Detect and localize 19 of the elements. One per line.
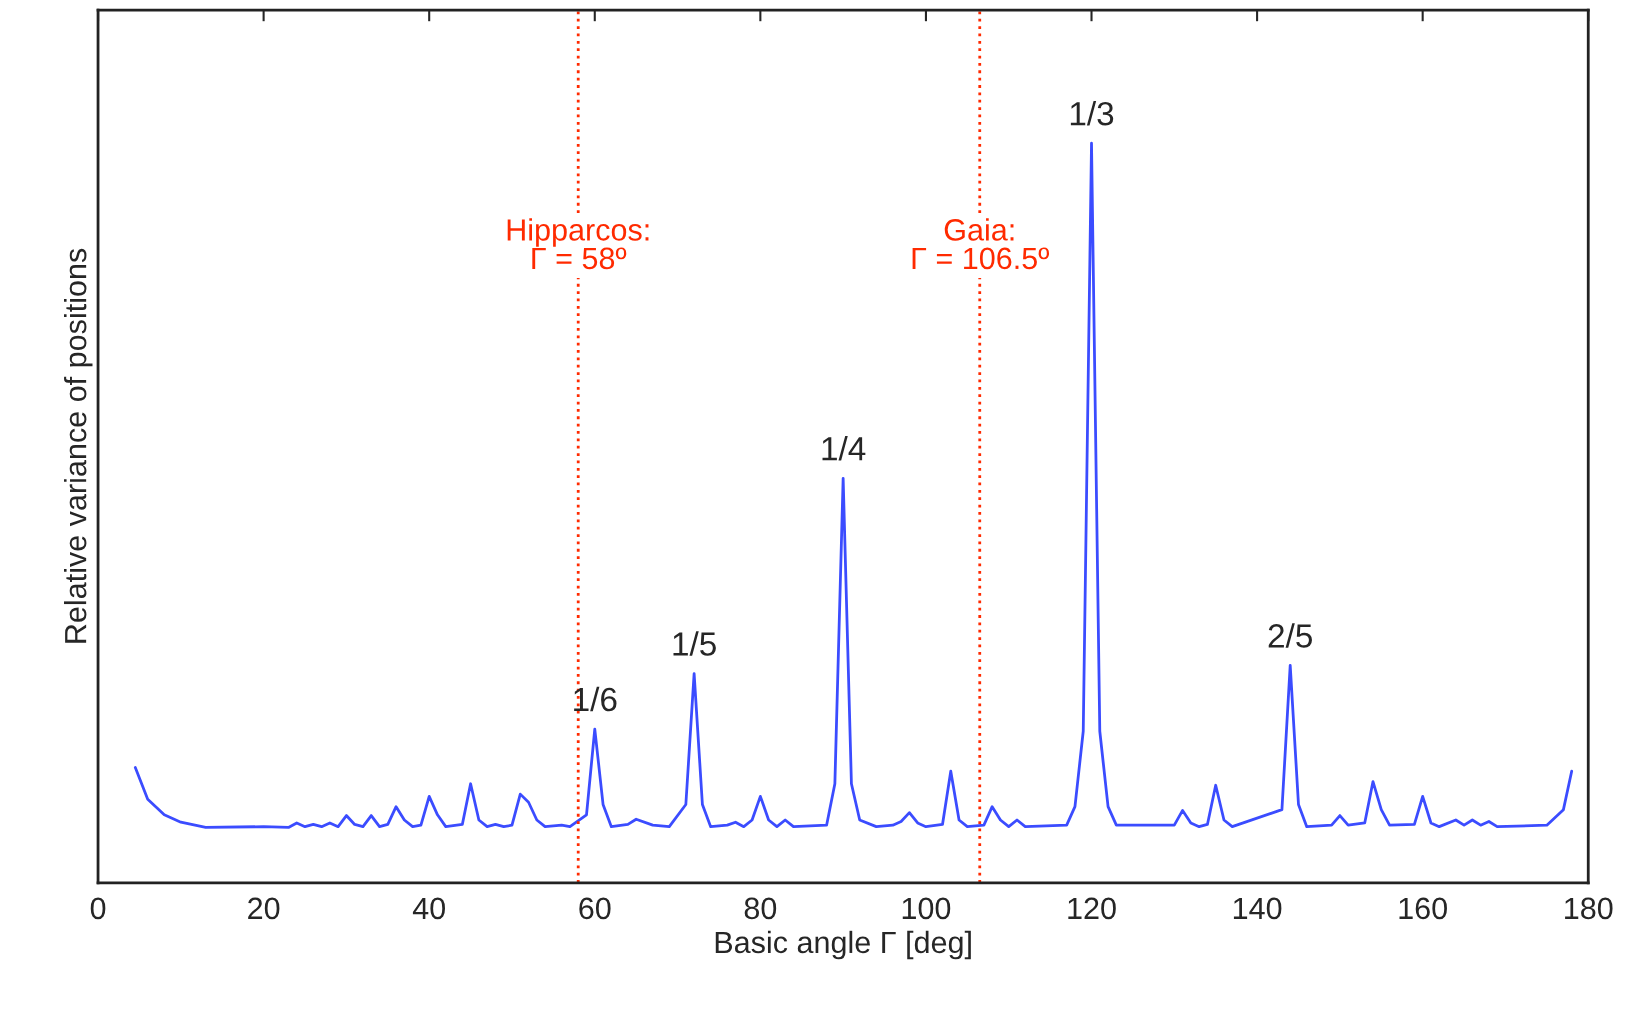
x-tick-label: 0 bbox=[90, 897, 106, 920]
x-tick-label: 180 bbox=[1565, 897, 1613, 920]
annotation: 2/5 bbox=[1268, 623, 1312, 648]
annotation: 1/5 bbox=[673, 631, 716, 656]
x-tick-label: 140 bbox=[1233, 897, 1282, 920]
x-tick-label: 80 bbox=[744, 897, 777, 920]
x-tick-label: 20 bbox=[248, 897, 280, 920]
x-tick-label: 100 bbox=[902, 897, 951, 920]
x-tick-label: 40 bbox=[412, 897, 445, 920]
x-axis-title: Basic angle Γ [deg] bbox=[715, 930, 971, 960]
annotation: 1/4 bbox=[822, 436, 866, 461]
y-axis-title: Relative variance of positions bbox=[64, 248, 93, 643]
ref-line-label: Gaia: Γ = 106.5º bbox=[912, 218, 1050, 270]
annotation: 1/6 bbox=[574, 686, 617, 712]
x-tick-label: 160 bbox=[1399, 897, 1447, 920]
x-tick-label: 60 bbox=[579, 897, 611, 920]
annotation: 1/3 bbox=[1070, 101, 1114, 126]
x-tick-label: 120 bbox=[1068, 897, 1116, 920]
ref-line-label: Hipparcos: Γ = 58º bbox=[507, 218, 649, 270]
